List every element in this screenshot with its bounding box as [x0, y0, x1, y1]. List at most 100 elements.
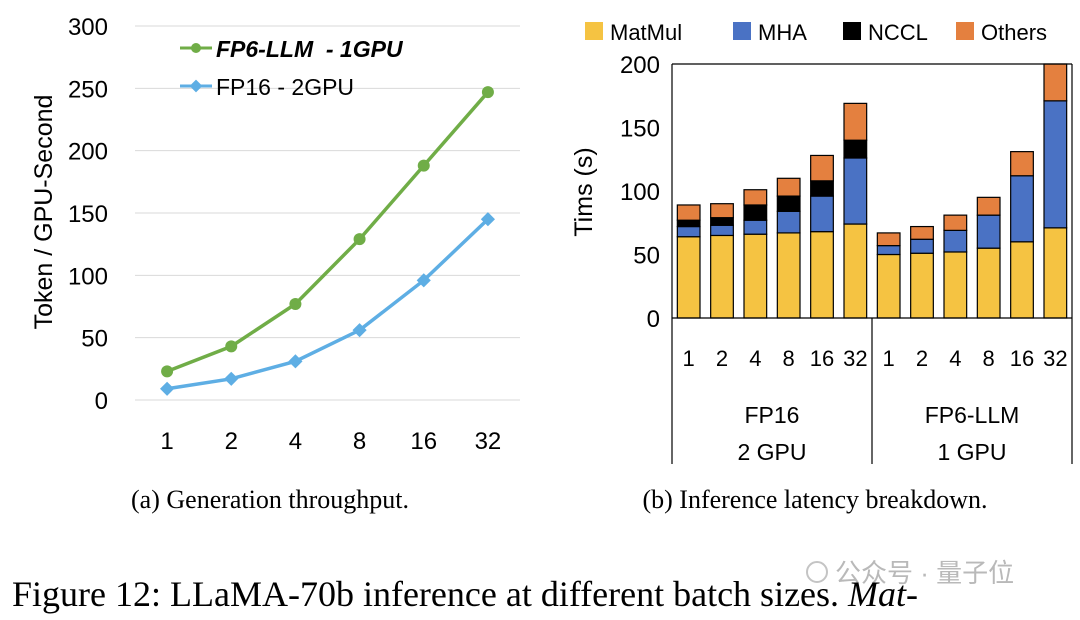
- y-axis-label: Token / GPU-Second: [30, 95, 58, 330]
- bar-segment-others: [810, 154, 834, 182]
- bar-segment-matmul: [810, 231, 834, 319]
- x-tick-label: 8: [353, 428, 366, 455]
- bar-segment-matmul: [1043, 227, 1068, 319]
- y-tick-label: 150: [620, 116, 660, 143]
- bar-segment-nccl: [710, 217, 734, 226]
- caption-b: (b) Inference latency breakdown.: [642, 485, 987, 514]
- bar-segment-mha: [743, 219, 768, 235]
- data-point: [289, 298, 302, 311]
- watermark: 公众号 · 量子位: [806, 558, 1014, 588]
- x-tick-label: 32: [843, 346, 867, 371]
- bar-segment-mha: [776, 210, 801, 234]
- bar-segment-others: [976, 196, 1001, 216]
- group-label-fp16: FP16: [745, 402, 800, 428]
- bar-segment-mha: [910, 238, 934, 254]
- data-point: [481, 86, 494, 99]
- caption-a: (a) Generation throughput.: [131, 485, 409, 514]
- bar-segment-nccl: [676, 219, 701, 228]
- y-tick-label: 150: [68, 201, 108, 228]
- bar-segment-matmul: [743, 233, 768, 319]
- legend-swatch-mha: [733, 22, 751, 40]
- x-tick-label: 4: [289, 428, 302, 455]
- bar-segment-others: [910, 225, 934, 240]
- group-label-fp6-llm: FP6-LLM: [925, 402, 1020, 428]
- bar-segment-others: [943, 214, 968, 231]
- y-tick-labels: 0 50 100 150 200: [620, 52, 660, 333]
- x-tick-labels: 1 2 4 8 16 32: [160, 428, 501, 455]
- bar-segment-mha: [676, 225, 701, 238]
- data-point: [225, 340, 238, 353]
- figure-caption-main: Figure 12: LLaMA-70b inference at differ…: [12, 574, 848, 614]
- x-tick-label: 8: [783, 346, 795, 371]
- figure-caption-italic: Mat-: [847, 574, 918, 614]
- legend-swatch-fp16-marker: [189, 79, 203, 93]
- series-points: [160, 86, 495, 396]
- data-point: [288, 354, 303, 369]
- x-tick-label: 8: [983, 346, 995, 371]
- y-tick-label: 0: [647, 306, 660, 333]
- x-tick-label: 16: [410, 428, 437, 455]
- x-tick-label: 1: [883, 346, 895, 371]
- data-point: [353, 233, 366, 246]
- bar-segment-matmul: [876, 253, 901, 319]
- x-tick-label: 1: [683, 346, 695, 371]
- group-sub-label-fp6-llm: 1 GPU: [937, 439, 1006, 465]
- bar-segment-others: [1010, 151, 1034, 177]
- legend-swatch-nccl: [843, 22, 861, 40]
- bar-segment-nccl: [776, 195, 801, 212]
- bar-segment-matmul: [710, 234, 734, 319]
- x-tick-label: 4: [949, 346, 961, 371]
- data-point: [160, 381, 175, 396]
- legend: MatMul MHA NCCL Others: [585, 20, 1047, 45]
- legend-label-others: Others: [981, 20, 1047, 45]
- x-tick-label: 32: [475, 428, 502, 455]
- y-tick-label: 300: [68, 14, 108, 41]
- legend-label-mha: MHA: [758, 20, 807, 45]
- y-tick-label: 100: [68, 263, 108, 290]
- bar-segment-matmul: [943, 251, 968, 319]
- watermark-text: 公众号 · 量子位: [835, 558, 1014, 588]
- data-point: [480, 212, 495, 227]
- wechat-icon: [806, 561, 828, 583]
- bar-segment-others: [876, 232, 901, 247]
- data-point: [416, 273, 431, 288]
- series-line-0: [166, 90, 490, 373]
- bar-segment-mha: [810, 195, 834, 233]
- series-line-1: [166, 217, 490, 391]
- x-tick-label: 2: [225, 428, 238, 455]
- group-labels: FP16 2 GPU FP6-LLM 1 GPU: [737, 402, 1019, 465]
- bar-segment-nccl: [843, 139, 868, 159]
- y-tick-label: 200: [68, 139, 108, 166]
- bar-segment-others: [676, 204, 701, 221]
- legend-label-fp6: FP6-LLM - 1GPU: [216, 36, 404, 62]
- bar-segment-mha: [876, 245, 901, 256]
- bar-segment-matmul: [910, 252, 934, 319]
- data-point: [417, 159, 430, 172]
- y-gridlines: [135, 25, 520, 401]
- bar-segment-others: [843, 102, 868, 141]
- figure-caption: Figure 12: LLaMA-70b inference at differ…: [12, 574, 918, 614]
- throughput-line-chart: 0 50 100 150 200 250 300 1 2 4 8 16 32 Token / GPU-…: [30, 14, 520, 514]
- bar-segment-mha: [1043, 100, 1068, 229]
- legend-swatch-fp6-marker: [191, 43, 201, 53]
- bar-segment-matmul: [843, 223, 868, 319]
- legend-label-nccl: NCCL: [868, 20, 928, 45]
- legend-label-fp16: FP16 - 2GPU: [216, 74, 354, 100]
- bar-segment-others: [743, 189, 768, 206]
- bar-segment-mha: [843, 157, 868, 225]
- y-tick-label: 250: [68, 76, 108, 103]
- stacked-bars: [676, 63, 1068, 319]
- y-axis-label: Tims (s): [570, 147, 598, 236]
- bar-segment-others: [710, 203, 734, 219]
- legend-label-matmul: MatMul: [610, 20, 682, 45]
- y-tick-label: 100: [620, 179, 660, 206]
- bar-segment-matmul: [1010, 241, 1034, 319]
- bar-segment-matmul: [776, 232, 801, 319]
- x-tick-labels: 1 2 4 8 16 32 1 2 4 8 16 32: [683, 346, 1068, 371]
- x-tick-label: 16: [1010, 346, 1034, 371]
- axes-frame: [671, 63, 1073, 464]
- x-tick-label: 4: [749, 346, 761, 371]
- data-point: [224, 371, 239, 386]
- x-tick-label: 2: [916, 346, 928, 371]
- legend: FP6-LLM - 1GPU FP16 - 2GPU: [180, 36, 404, 100]
